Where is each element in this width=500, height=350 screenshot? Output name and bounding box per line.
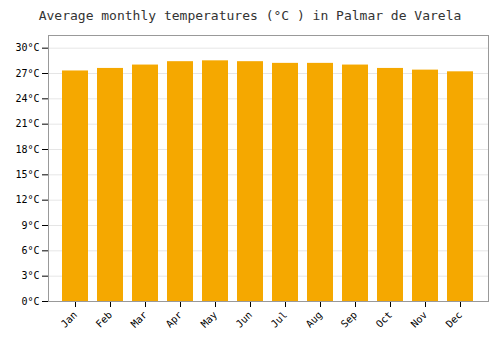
svg-text:Feb: Feb <box>94 309 115 330</box>
svg-text:0°C: 0°C <box>21 296 39 307</box>
svg-text:Oct: Oct <box>374 309 395 330</box>
svg-text:24°C: 24°C <box>15 93 39 104</box>
svg-text:27°C: 27°C <box>15 68 39 79</box>
svg-text:May: May <box>199 309 220 330</box>
svg-text:Sep: Sep <box>339 309 360 330</box>
svg-text:18°C: 18°C <box>15 144 39 155</box>
svg-text:Dec: Dec <box>444 309 465 330</box>
svg-text:15°C: 15°C <box>15 169 39 180</box>
svg-text:3°C: 3°C <box>21 270 39 281</box>
html-text:Average monthly temperatures (: Average monthly temperatures (°C ) in Pa… <box>38 8 462 23</box>
svg-text:12°C: 12°C <box>15 194 39 205</box>
svg-text:Aug: Aug <box>304 309 325 330</box>
svg-text:30°C: 30°C <box>15 42 39 53</box>
svg-text:21°C: 21°C <box>15 118 39 129</box>
svg-text:Jan: Jan <box>59 309 80 330</box>
svg-text:6°C: 6°C <box>21 245 39 256</box>
svg-text:Mar: Mar <box>129 309 150 330</box>
svg-text:Jul: Jul <box>269 309 290 330</box>
svg-text:Nov: Nov <box>409 309 430 330</box>
svg-text:Apr: Apr <box>164 309 185 330</box>
svg-text:Jun: Jun <box>234 309 255 330</box>
svg-text:9°C: 9°C <box>21 220 39 231</box>
